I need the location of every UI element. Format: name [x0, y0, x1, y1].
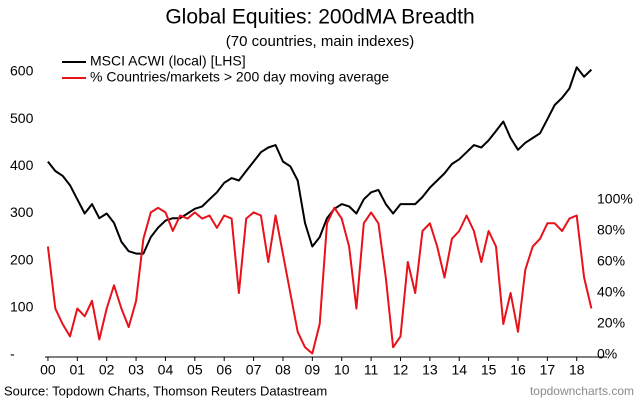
x-tick-label: 16	[510, 362, 526, 378]
x-tick-label: 05	[187, 362, 203, 378]
legend-label: MSCI ACWI (local) [LHS]	[90, 53, 246, 69]
series-line	[46, 206, 593, 355]
x-tick-label: 09	[305, 362, 321, 378]
x-tick-label: 08	[275, 362, 291, 378]
y-tick-label: 300	[10, 204, 34, 220]
x-tick-label: 03	[128, 362, 144, 378]
x-tick-label: 12	[393, 362, 409, 378]
x-tick-label: 13	[422, 362, 438, 378]
x-tick-label: 18	[569, 362, 585, 378]
x-tick-label: 10	[334, 362, 350, 378]
chart-subtitle: (70 countries, main indexes)	[226, 33, 414, 50]
x-tick-label: 15	[481, 362, 497, 378]
x-tick-label: 14	[451, 362, 467, 378]
y-tick-label: 400	[10, 157, 34, 173]
x-tick-label: 17	[540, 362, 556, 378]
y-tick-label: 100	[10, 299, 34, 315]
source: Source: Topdown Charts, Thomson Reuters …	[4, 383, 327, 398]
watermark: topdowncharts.com	[530, 384, 634, 398]
y-tick-label: 200	[10, 251, 34, 267]
y2-tick-label: 20%	[597, 315, 625, 331]
x-tick-label: 02	[99, 362, 115, 378]
y2-tick-label: 60%	[597, 253, 625, 269]
chart-title: Global Equities: 200dMA Breadth	[165, 6, 474, 29]
x-tick-label: 00	[40, 362, 56, 378]
x-tick-label: 06	[216, 362, 232, 378]
y2-tick-label: 40%	[597, 284, 625, 300]
x-tick-label: 01	[70, 362, 86, 378]
legend-label: % Countries/markets > 200 day moving ave…	[90, 69, 389, 85]
x-tick-label: 07	[246, 362, 262, 378]
y2-tick-label: 80%	[597, 222, 625, 238]
y-tick-label: -	[10, 346, 15, 362]
x-tick-label: 11	[364, 362, 379, 378]
x-tick-label: 04	[158, 362, 174, 378]
y-tick-label: 600	[10, 63, 34, 79]
y2-tick-label: 100%	[597, 191, 633, 207]
y2-tick-label: 0%	[597, 346, 617, 362]
y-tick-label: 500	[10, 110, 34, 126]
series-line	[47, 66, 593, 255]
